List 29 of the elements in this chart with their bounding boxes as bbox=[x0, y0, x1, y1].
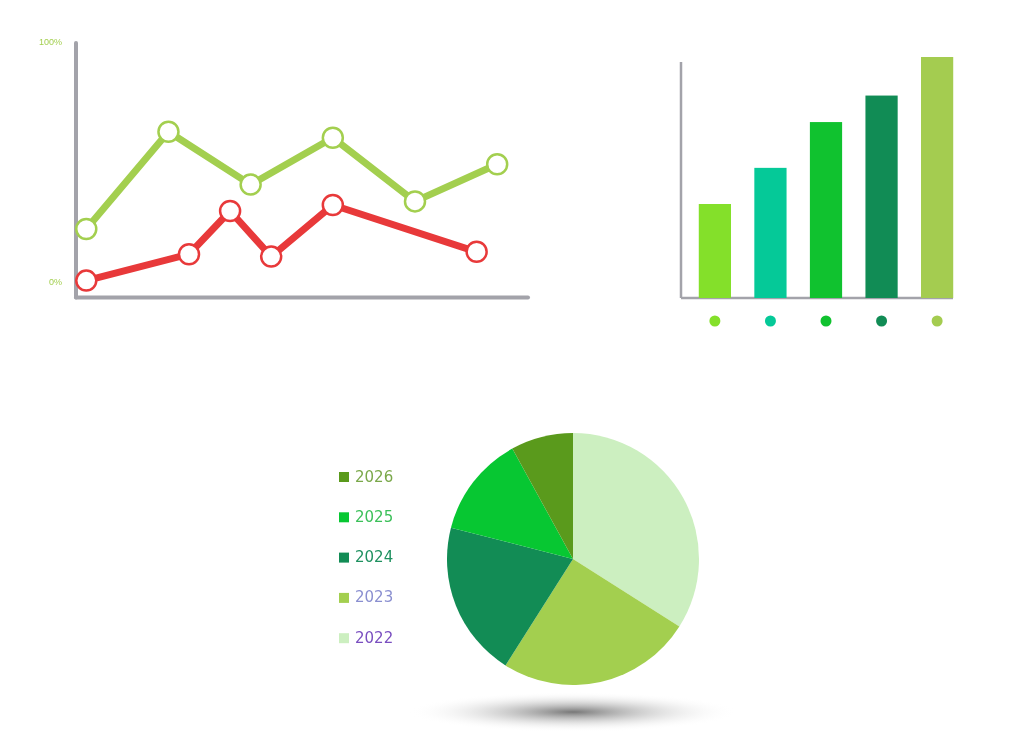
point bbox=[75, 269, 98, 292]
point bbox=[259, 245, 283, 268]
bar bbox=[921, 57, 954, 298]
bar bbox=[754, 167, 787, 298]
pie-slice bbox=[505, 559, 680, 685]
pie-slice bbox=[512, 433, 573, 559]
point bbox=[403, 190, 427, 213]
point bbox=[157, 120, 180, 144]
pie-slice bbox=[447, 527, 573, 666]
legend-label: 2025 bbox=[355, 507, 394, 526]
pie-slice bbox=[450, 448, 573, 559]
bar bbox=[698, 204, 731, 298]
legend-label: 2026 bbox=[355, 467, 394, 486]
legend-label: 2024 bbox=[355, 548, 394, 567]
point bbox=[239, 173, 262, 196]
point bbox=[321, 193, 345, 217]
pie-slice bbox=[573, 433, 699, 627]
legend-label: 2022 bbox=[355, 628, 394, 647]
point bbox=[218, 199, 242, 223]
point bbox=[485, 152, 509, 176]
bar bbox=[865, 95, 898, 298]
bar bbox=[809, 122, 843, 298]
point bbox=[465, 240, 488, 264]
y-tick-label: 100% bbox=[38, 37, 62, 48]
legend-label: 2023 bbox=[355, 588, 394, 607]
point bbox=[177, 242, 201, 266]
point bbox=[321, 126, 345, 150]
point bbox=[75, 217, 98, 241]
y-tick-label: 0% bbox=[48, 277, 62, 288]
